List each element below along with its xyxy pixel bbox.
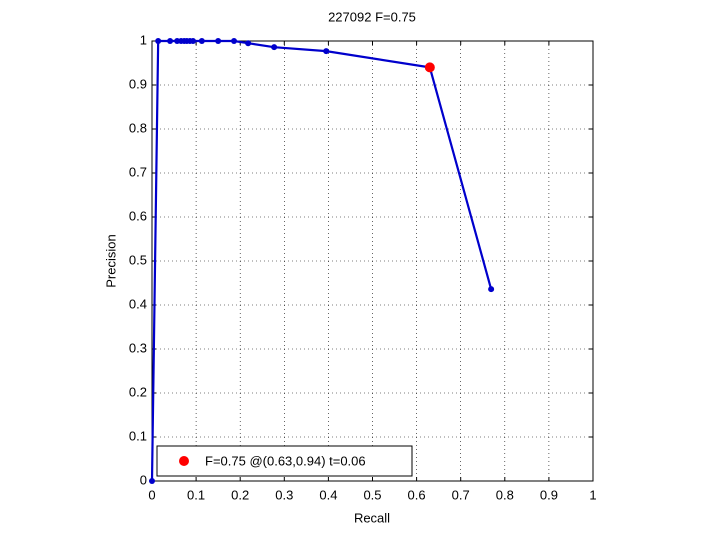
plot-frame (151, 40, 594, 482)
x-tick-label: 0.7 (452, 487, 470, 502)
best-point (424, 62, 435, 73)
legend-label: F=0.75 @(0.63,0.94) t=0.06 (205, 453, 366, 468)
x-tick-label: 1 (589, 487, 596, 502)
y-tick-label: 0.5 (129, 252, 147, 267)
x-tick-label: 0.1 (187, 487, 205, 502)
y-tick-label: 0.3 (129, 340, 147, 355)
y-tick-label: 0.4 (129, 296, 147, 311)
point (323, 48, 330, 55)
point (271, 44, 278, 51)
y-tick-label: 0.1 (129, 428, 147, 443)
y-tick-label: 0 (140, 472, 147, 487)
x-tick-label: 0.3 (275, 487, 293, 502)
x-tick-label: 0.5 (363, 487, 381, 502)
y-tick-label: 0.6 (129, 208, 147, 223)
point (155, 38, 162, 44)
x-tick-label: 0.8 (496, 487, 514, 502)
point (488, 286, 495, 293)
chart-title: 227092 F=0.75 (328, 9, 416, 24)
x-tick-label: 0.4 (319, 487, 337, 502)
y-tick-label: 0.2 (129, 384, 147, 399)
point (149, 478, 155, 484)
point (231, 38, 238, 44)
legend-marker (179, 456, 189, 466)
y-tick-label: 0.9 (129, 76, 147, 91)
point (245, 40, 252, 47)
y-axis-label: Precision (103, 234, 118, 287)
legend-box (156, 445, 413, 477)
y-tick-label: 0.8 (129, 120, 147, 135)
x-tick-label: 0.6 (408, 487, 426, 502)
x-tick-label: 0.9 (540, 487, 558, 502)
y-tick-label: 0.7 (129, 164, 147, 179)
x-axis-label: Recall (354, 510, 390, 525)
y-tick-label: 1 (140, 32, 147, 47)
point (198, 38, 205, 44)
x-tick-label: 0.2 (231, 487, 249, 502)
point (167, 38, 174, 44)
x-tick-label: 0 (148, 487, 155, 502)
point (215, 38, 222, 44)
point (190, 38, 197, 44)
